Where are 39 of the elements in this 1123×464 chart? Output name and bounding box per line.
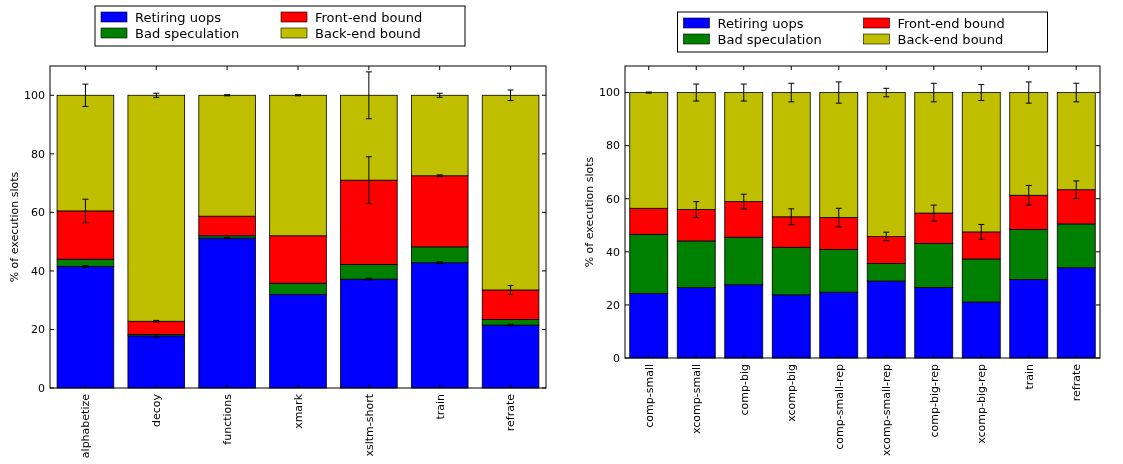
- y-axis-title: % of execution slots: [583, 156, 596, 268]
- x-tick-label: comp-small: [642, 364, 656, 428]
- x-tick-label: functions: [220, 393, 234, 445]
- x-tick-label: train: [433, 393, 447, 420]
- y-tick-label: 80: [606, 139, 620, 153]
- x-tick-label: comp-big: [737, 364, 751, 416]
- y-tick-label: 40: [31, 264, 45, 278]
- x-tick-label: xsltm-short: [362, 393, 376, 457]
- y-tick-label: 60: [31, 206, 45, 220]
- x-tick-label: decoy: [150, 393, 164, 428]
- y-tick-label: 20: [31, 323, 45, 337]
- x-tick-label: comp-small-rep: [832, 363, 846, 450]
- y-axis-title: % of execution slots: [8, 171, 21, 283]
- y-tick-label: 0: [38, 381, 45, 395]
- x-tick-label: refrate: [504, 393, 518, 432]
- y-tick-label: 40: [606, 245, 620, 259]
- y-tick-label: 100: [599, 86, 620, 100]
- y-tick-label: 20: [606, 298, 620, 312]
- legend-label: Retiring uops: [717, 15, 804, 31]
- legend-label: Back-end bound: [897, 31, 1004, 47]
- y-tick-label: 100: [24, 89, 45, 103]
- x-tick-label: xcomp-small: [690, 364, 704, 435]
- y-tick-label: 80: [31, 147, 45, 161]
- y-tick-label: 0: [613, 351, 620, 365]
- y-tick-label: 60: [606, 192, 620, 206]
- legend-label: Retiring uops: [135, 9, 222, 25]
- x-tick-label: refrate: [1070, 363, 1084, 402]
- x-tick-label: train: [1022, 363, 1036, 390]
- legend-label: Front-end bound: [897, 15, 1005, 31]
- legend-label: Bad speculation: [135, 25, 240, 41]
- legend-label: Bad speculation: [717, 31, 822, 47]
- x-tick-label: comp-big-rep: [927, 363, 941, 438]
- legend-label: Front-end bound: [315, 9, 423, 25]
- x-tick-label: alphabetize: [79, 393, 93, 459]
- x-tick-label: xcomp-big-rep: [975, 364, 989, 444]
- legend-label: Back-end bound: [315, 25, 421, 41]
- x-tick-label: xmark: [291, 393, 305, 429]
- x-tick-label: xcomp-big: [785, 364, 799, 422]
- x-tick-label: xcomp-small-rep: [880, 363, 894, 457]
